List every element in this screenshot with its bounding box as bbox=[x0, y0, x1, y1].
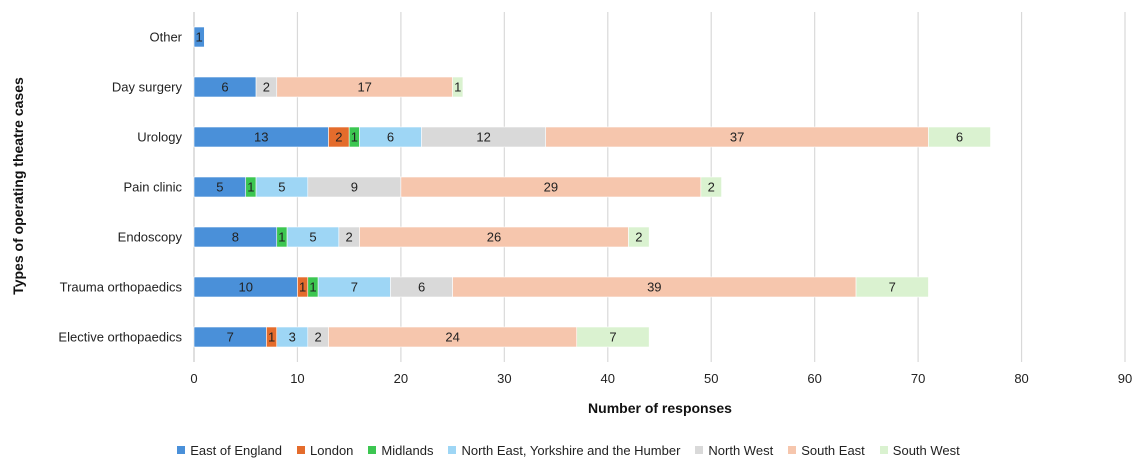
data-label: 1 bbox=[247, 180, 254, 195]
legend-swatch bbox=[297, 446, 306, 454]
data-label: 2 bbox=[708, 180, 715, 195]
x-tick-label: 30 bbox=[497, 371, 511, 386]
bar-segment bbox=[452, 76, 464, 98]
data-label: 7 bbox=[609, 330, 616, 345]
data-label: 2 bbox=[346, 230, 353, 245]
data-label: 7 bbox=[889, 280, 896, 295]
x-tick-label: 70 bbox=[911, 371, 925, 386]
bar-segment bbox=[576, 326, 650, 348]
bar-segment bbox=[928, 126, 991, 148]
data-label: 3 bbox=[289, 330, 296, 345]
bar-segment bbox=[193, 26, 205, 48]
legend-swatch bbox=[368, 446, 377, 454]
data-label: 9 bbox=[351, 180, 358, 195]
data-label: 1 bbox=[309, 280, 316, 295]
legend-label: Midlands bbox=[381, 442, 434, 458]
legend-label: North East, Yorkshire and the Humber bbox=[461, 442, 681, 458]
category-label: Endoscopy bbox=[118, 230, 183, 245]
data-label: 24 bbox=[445, 330, 459, 345]
data-label: 7 bbox=[227, 330, 234, 345]
category-label: Other bbox=[149, 30, 182, 45]
x-tick-label: 60 bbox=[807, 371, 821, 386]
x-tick-label: 0 bbox=[190, 371, 197, 386]
data-label: 2 bbox=[635, 230, 642, 245]
legend: East of England London Midlands North East,… bbox=[0, 440, 1137, 460]
stacked-bar-chart: 16 2 17 113 2 1 6 12 37 65 1 5 9 29 28 1 5 2 26 210 1 1 7 6 39 77… bbox=[10, 12, 1132, 416]
data-label: 5 bbox=[278, 180, 285, 195]
data-label: 1 bbox=[278, 230, 285, 245]
legend-label: South West bbox=[892, 442, 960, 458]
bar-segment bbox=[700, 176, 722, 198]
legend-swatch bbox=[788, 446, 797, 454]
category-label: Urology bbox=[137, 130, 182, 145]
category-label: Pain clinic bbox=[123, 180, 182, 195]
data-label: 26 bbox=[487, 230, 501, 245]
data-label: 1 bbox=[299, 280, 306, 295]
x-axis-title: Number of responses bbox=[588, 400, 732, 416]
data-labels: 16 2 17 113 2 1 6 12 37 65 1 5 9 29 28 1 5 2 26 210 1 1 7 6 39 77… bbox=[196, 30, 964, 345]
legend-item: North West bbox=[695, 443, 773, 458]
data-label: 2 bbox=[263, 80, 270, 95]
legend-swatch bbox=[879, 446, 888, 454]
data-label: 7 bbox=[351, 280, 358, 295]
data-label: 2 bbox=[335, 130, 342, 145]
x-tick-label: 50 bbox=[704, 371, 718, 386]
data-label: 6 bbox=[956, 130, 963, 145]
bar-segment bbox=[855, 276, 929, 298]
data-label: 1 bbox=[351, 130, 358, 145]
data-label: 2 bbox=[315, 330, 322, 345]
data-label: 6 bbox=[418, 280, 425, 295]
legend-label: East of England bbox=[190, 442, 283, 458]
data-label: 37 bbox=[730, 130, 744, 145]
legend-label: South East bbox=[801, 442, 865, 458]
category-label: Elective orthopaedics bbox=[58, 330, 182, 345]
bars bbox=[193, 26, 991, 348]
data-label: 39 bbox=[647, 280, 661, 295]
data-label: 6 bbox=[221, 80, 228, 95]
x-tick-labels: 0 10 20 30 40 50 60 70 80 90 bbox=[190, 371, 1132, 386]
x-tick-label: 80 bbox=[1014, 371, 1028, 386]
data-label: 5 bbox=[309, 230, 316, 245]
data-label: 8 bbox=[232, 230, 239, 245]
legend-label: London bbox=[310, 442, 354, 458]
data-label: 1 bbox=[454, 80, 461, 95]
data-label: 10 bbox=[238, 280, 252, 295]
data-label: 13 bbox=[254, 130, 268, 145]
legend-item: London bbox=[297, 443, 353, 458]
data-label: 29 bbox=[544, 180, 558, 195]
x-tick-label: 90 bbox=[1118, 371, 1132, 386]
x-tick-label: 10 bbox=[290, 371, 304, 386]
y-axis-title: Types of operating theatre cases bbox=[10, 77, 26, 295]
legend-swatch bbox=[448, 446, 457, 454]
bar-segment bbox=[628, 226, 650, 248]
legend-item: North East, Yorkshire and the Humber bbox=[448, 443, 680, 458]
category-label: Day surgery bbox=[112, 80, 183, 95]
x-tick-label: 20 bbox=[394, 371, 408, 386]
data-label: 17 bbox=[357, 80, 371, 95]
legend-label: North West bbox=[708, 442, 774, 458]
category-labels: Other Day surgery Urology Pain clinic Endosc… bbox=[58, 30, 182, 345]
category-label: Trauma orthopaedics bbox=[60, 280, 183, 295]
legend-item: South East bbox=[788, 443, 865, 458]
x-tick-label: 40 bbox=[601, 371, 615, 386]
legend-swatch bbox=[177, 446, 186, 454]
legend-swatch bbox=[695, 446, 704, 454]
data-label: 12 bbox=[476, 130, 490, 145]
legend-item: Midlands bbox=[368, 443, 433, 458]
legend-item: East of England bbox=[177, 443, 282, 458]
legend-item: South West bbox=[879, 442, 960, 458]
data-label: 1 bbox=[196, 30, 203, 45]
data-label: 5 bbox=[216, 180, 223, 195]
data-label: 6 bbox=[387, 130, 394, 145]
data-label: 1 bbox=[268, 330, 275, 345]
